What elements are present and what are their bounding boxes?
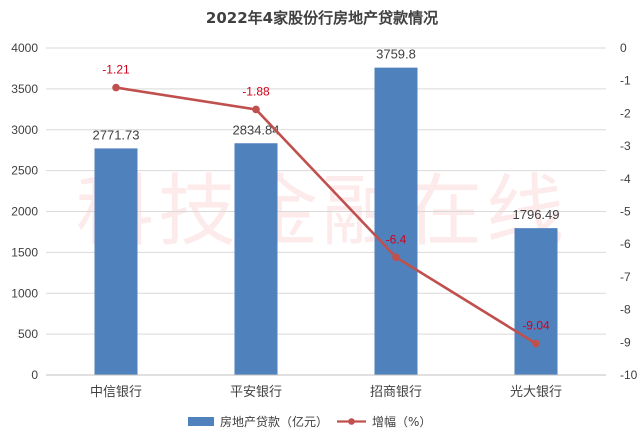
line-series: -1.21 -1.88 -6.4 -9.04 — [102, 63, 550, 348]
bar-data-label: 3759.8 — [376, 47, 416, 62]
legend: 房地产贷款（亿元） 增幅（%） — [188, 414, 431, 429]
line-data-label: -1.88 — [242, 84, 270, 98]
line-data-label: -6.4 — [386, 232, 407, 246]
bar-data-label: 2834.84 — [233, 122, 280, 137]
bar — [374, 67, 418, 375]
left-tick-label: 0 — [31, 368, 38, 382]
right-tick-label: -1 — [620, 74, 631, 88]
right-tick-label: 0 — [620, 41, 627, 55]
legend-line-marker — [348, 418, 355, 425]
left-tick-label: 2000 — [11, 205, 38, 219]
line-data-label: -1.21 — [102, 63, 130, 77]
legend-bar-swatch — [188, 417, 214, 426]
left-tick-label: 500 — [18, 327, 38, 341]
left-tick-label: 4000 — [11, 41, 38, 55]
right-tick-label: -5 — [620, 205, 631, 219]
right-tick-label: -3 — [620, 139, 631, 153]
right-tick-label: -9 — [620, 335, 631, 349]
line-point — [532, 339, 540, 348]
category-axis: 中信银行 平安银行 招商银行 光大银行 — [46, 374, 606, 400]
gridlines — [46, 47, 606, 335]
chart-title: 2022年4家股份行房地产贷款情况 — [206, 9, 438, 27]
left-axis: 0 500 1000 1500 2000 2500 3000 3500 4000 — [11, 41, 38, 382]
legend-bar-label: 房地产贷款（亿元） — [220, 414, 328, 429]
left-tick-label: 1500 — [11, 245, 38, 259]
category-label: 光大银行 — [510, 385, 562, 400]
bar — [514, 228, 558, 375]
category-label: 招商银行 — [370, 385, 422, 400]
right-tick-label: -7 — [620, 270, 631, 284]
bar — [94, 148, 138, 375]
series-line — [115, 86, 537, 345]
bar — [234, 143, 278, 375]
legend-line-label: 增幅（%） — [372, 414, 431, 429]
left-tick-label: 2500 — [11, 164, 38, 178]
line-point — [112, 83, 120, 92]
category-label: 平安银行 — [230, 385, 282, 400]
line-data-label: -9.04 — [522, 319, 550, 333]
left-tick-label: 3500 — [11, 82, 38, 96]
left-tick-label: 1000 — [11, 286, 38, 300]
right-tick-label: -8 — [620, 303, 631, 317]
bar-data-label: 2771.73 — [93, 127, 140, 142]
left-tick-label: 3000 — [11, 123, 38, 137]
right-tick-label: -2 — [620, 106, 631, 120]
right-axis: 0 -1 -2 -3 -4 -5 -6 -7 -8 -9 -10 — [620, 41, 638, 382]
category-label: 中信银行 — [90, 385, 142, 400]
bar-series: 2771.73 2834.84 3759.8 1796.49 — [93, 47, 560, 375]
bar-data-label: 1796.49 — [513, 207, 560, 222]
right-tick-label: -4 — [620, 172, 631, 186]
line-point — [252, 105, 260, 114]
right-tick-label: -6 — [620, 237, 631, 251]
right-tick-label: -10 — [620, 368, 638, 382]
line-point — [392, 253, 400, 262]
